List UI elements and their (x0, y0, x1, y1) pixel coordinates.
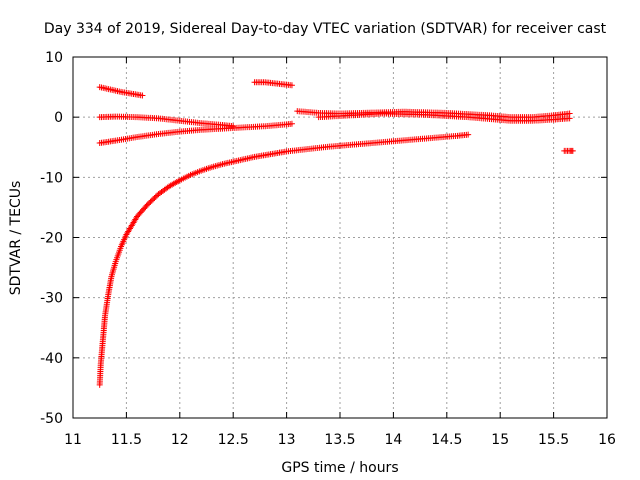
y-tick-label: 0 (54, 110, 63, 126)
series-4 (251, 79, 295, 89)
data-point (148, 197, 155, 204)
y-axis-label: SDTVAR / TECUs (8, 181, 24, 296)
series-3 (96, 84, 146, 99)
x-tick-label: 16 (598, 432, 616, 448)
y-tick-label: -20 (40, 231, 63, 247)
data-point (146, 200, 153, 207)
y-tick-label: 10 (45, 50, 63, 66)
y-tick-label: -10 (40, 170, 63, 186)
x-tick-label: 15 (491, 432, 509, 448)
y-tick-label: -30 (40, 291, 63, 307)
data-point (569, 147, 576, 154)
x-axis-label: GPS time / hours (281, 460, 398, 476)
series-0 (96, 131, 472, 388)
chart-title: Day 334 of 2019, Sidereal Day-to-day VTE… (44, 21, 607, 37)
x-tick-label: 12 (171, 432, 189, 448)
series-6 (315, 110, 573, 124)
x-tick-label: 14 (384, 432, 402, 448)
data-point (152, 193, 159, 200)
data-point (147, 198, 154, 205)
data-point (465, 131, 472, 138)
data-point (139, 92, 146, 99)
data-point (151, 195, 158, 202)
data-point (230, 123, 237, 130)
y-tick-labels: 10 0 -10 -20 -30 -40 -50 (40, 50, 63, 427)
data-point (150, 196, 157, 203)
series-2 (96, 113, 237, 130)
x-tick-label: 15.5 (538, 432, 569, 448)
x-tick-label: 11 (64, 432, 82, 448)
data-point (144, 201, 151, 208)
series-7 (561, 147, 576, 154)
data-points (96, 79, 576, 388)
x-tick-label: 14.5 (431, 432, 462, 448)
x-tick-label: 12.5 (218, 432, 249, 448)
y-tick-label: -50 (40, 411, 63, 427)
grid (73, 57, 607, 418)
axis-ticks (72, 56, 608, 419)
data-point (566, 115, 573, 122)
data-point (288, 120, 295, 127)
y-tick-label: -40 (40, 351, 63, 367)
x-tick-labels: 11 11.5 12 12.5 13 13.5 14 14.5 15 15.5 16 (64, 432, 616, 448)
x-tick-label: 13 (278, 432, 296, 448)
data-point (288, 82, 295, 89)
x-tick-label: 13.5 (324, 432, 355, 448)
data-point (143, 202, 150, 209)
x-tick-label: 11.5 (111, 432, 142, 448)
